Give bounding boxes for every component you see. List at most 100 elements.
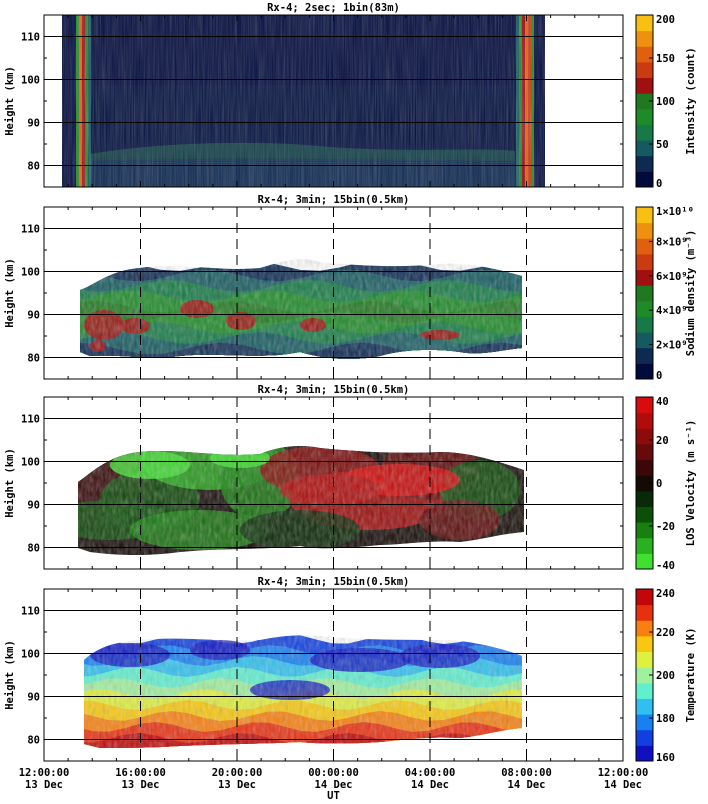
x-tick-label-time: 12:00:00: [19, 767, 70, 779]
colorbar-swatch: [636, 714, 653, 731]
y-tick-label: 80: [27, 161, 40, 173]
colorbar-swatch: [636, 207, 653, 224]
colorbar-swatch: [636, 635, 653, 653]
x-axis-label: UT: [327, 790, 340, 800]
colorbar-swatch: [636, 698, 653, 715]
colorbar-swatch: [636, 316, 653, 333]
colorbar-swatch: [636, 238, 653, 255]
colorbar-tick-label: 220: [656, 627, 675, 639]
colorbar-swatch: [636, 93, 653, 110]
colorbar-label: LOS Velocity (m s⁻¹): [685, 420, 697, 546]
colorbar-swatch: [636, 522, 653, 539]
y-tick-label: 90: [27, 500, 40, 512]
colorbar-swatch: [636, 61, 653, 79]
colorbar-swatch: [636, 397, 653, 414]
colorbar-tick-label: 6×10⁹: [656, 271, 688, 283]
x-tick-label-time: 12:00:00: [598, 767, 649, 779]
colorbar-swatch: [636, 363, 653, 380]
panel-4: 80 90 100 110 Height (km) Rx-4; 3min; 15bin(0…: [4, 576, 697, 764]
panel-title: Rx-4; 3min; 15bin(0.5km): [258, 194, 410, 206]
colorbar-swatch: [636, 729, 653, 746]
colorbar-swatch: [636, 443, 653, 461]
temperature-field: [84, 635, 522, 748]
colorbar-swatch: [636, 589, 653, 606]
x-tick-label-time: 00:00:00: [308, 767, 359, 779]
x-tick-label-time: 04:00:00: [405, 767, 456, 779]
y-tick-label: 110: [21, 32, 40, 44]
x-tick-label-date: 14 Dec: [411, 779, 449, 791]
colorbar-swatch: [636, 620, 653, 637]
colorbar-tick-label: 100: [656, 96, 675, 108]
colorbar-tick-label: 20: [656, 435, 669, 447]
colorbar-swatch: [636, 604, 653, 621]
colorbar-swatch: [636, 171, 653, 188]
density-field: [80, 259, 522, 359]
x-tick-label-date: 14 Dec: [315, 779, 353, 791]
colorbar-swatch: [636, 269, 653, 286]
colorbar-swatch: [636, 490, 653, 507]
colorbar-tick-label: 160: [656, 752, 675, 764]
panel-title: Rx-4; 2sec; 1bin(83m): [267, 2, 400, 14]
colorbar-label: Sodium density (m⁻³): [685, 230, 697, 356]
y-axis-label: Height (km): [4, 448, 16, 518]
colorbar: 160 180 200 220 240 Temperature (K): [635, 588, 697, 764]
density-texture: [80, 259, 522, 359]
colorbar-swatch: [636, 140, 653, 157]
colorbar-tick-label: 0: [656, 478, 662, 490]
x-tick-label-time: 08:00:00: [501, 767, 552, 779]
colorbar-tick-label: -20: [656, 521, 675, 533]
x-gridlines: [140, 207, 527, 379]
colorbar-tick-label: 200: [656, 14, 675, 26]
colorbar-swatch: [636, 651, 653, 668]
x-tick-label-date: 13 Dec: [25, 779, 63, 791]
temperature-texture: [84, 635, 522, 748]
colorbar-tick-label: 200: [656, 670, 675, 682]
y-axis: 80 90 100 110: [21, 588, 624, 762]
colorbar-swatch: [636, 428, 653, 445]
colorbar-tick-label: 40: [656, 396, 669, 408]
colorbar-tick-label: 2×10⁹: [656, 340, 688, 352]
y-tick-label: 90: [27, 310, 40, 322]
y-axis: 80 90 100 110: [21, 396, 624, 570]
colorbar-swatch: [636, 347, 653, 364]
y-axis-label: Height (km): [4, 640, 16, 710]
colorbar-swatch: [636, 332, 653, 349]
panel-2: 80 90 100 110 Height (km) Rx-4; 3min; 15bin(0…: [4, 194, 697, 382]
colorbar-swatch: [636, 77, 653, 94]
panel-title: Rx-4; 3min; 15bin(0.5km): [258, 576, 410, 588]
colorbar-swatch: [636, 285, 653, 302]
y-tick-label: 90: [27, 118, 40, 130]
intensity-texture: [62, 15, 545, 187]
colorbar-swatch: [636, 155, 653, 172]
colorbar-swatch: [636, 15, 653, 32]
velocity-texture: [78, 446, 524, 555]
y-axis: 80 90 100 110: [21, 14, 624, 188]
colorbar-tick-label: 50: [656, 139, 669, 151]
colorbar-tick-label: 0: [656, 178, 662, 190]
colorbar-swatch: [636, 537, 653, 554]
y-tick-label: 100: [21, 457, 40, 469]
y-tick-label: 100: [21, 267, 40, 279]
x-tick-label-time: 16:00:00: [115, 767, 166, 779]
y-tick-label: 100: [21, 649, 40, 661]
velocity-field: [78, 446, 524, 555]
colorbar-swatch: [636, 30, 653, 47]
y-tick-label: 80: [27, 735, 40, 747]
colorbar: -40 -20 0 20 40 LOS Velocity (m s⁻¹): [635, 396, 697, 572]
y-axis-label: Height (km): [4, 66, 16, 136]
x-tick-label-date: 13 Dec: [122, 779, 160, 791]
y-tick-label: 110: [21, 224, 40, 236]
colorbar-swatch: [636, 300, 653, 317]
colorbar-tick-label: -40: [656, 560, 675, 572]
colorbar-swatch: [636, 253, 653, 271]
colorbar-swatch: [636, 506, 653, 523]
x-gridlines: [140, 589, 527, 761]
panel-1: 80 90 100 110 Height (km) Rx-4; 2sec; 1bin(83…: [4, 2, 697, 190]
colorbar: 0 50 100 150 200 Intensity (count): [635, 14, 697, 190]
x-gridlines: [140, 397, 527, 569]
x-tick-label-date: 14 Dec: [508, 779, 546, 791]
colorbar-swatch: [636, 412, 653, 429]
